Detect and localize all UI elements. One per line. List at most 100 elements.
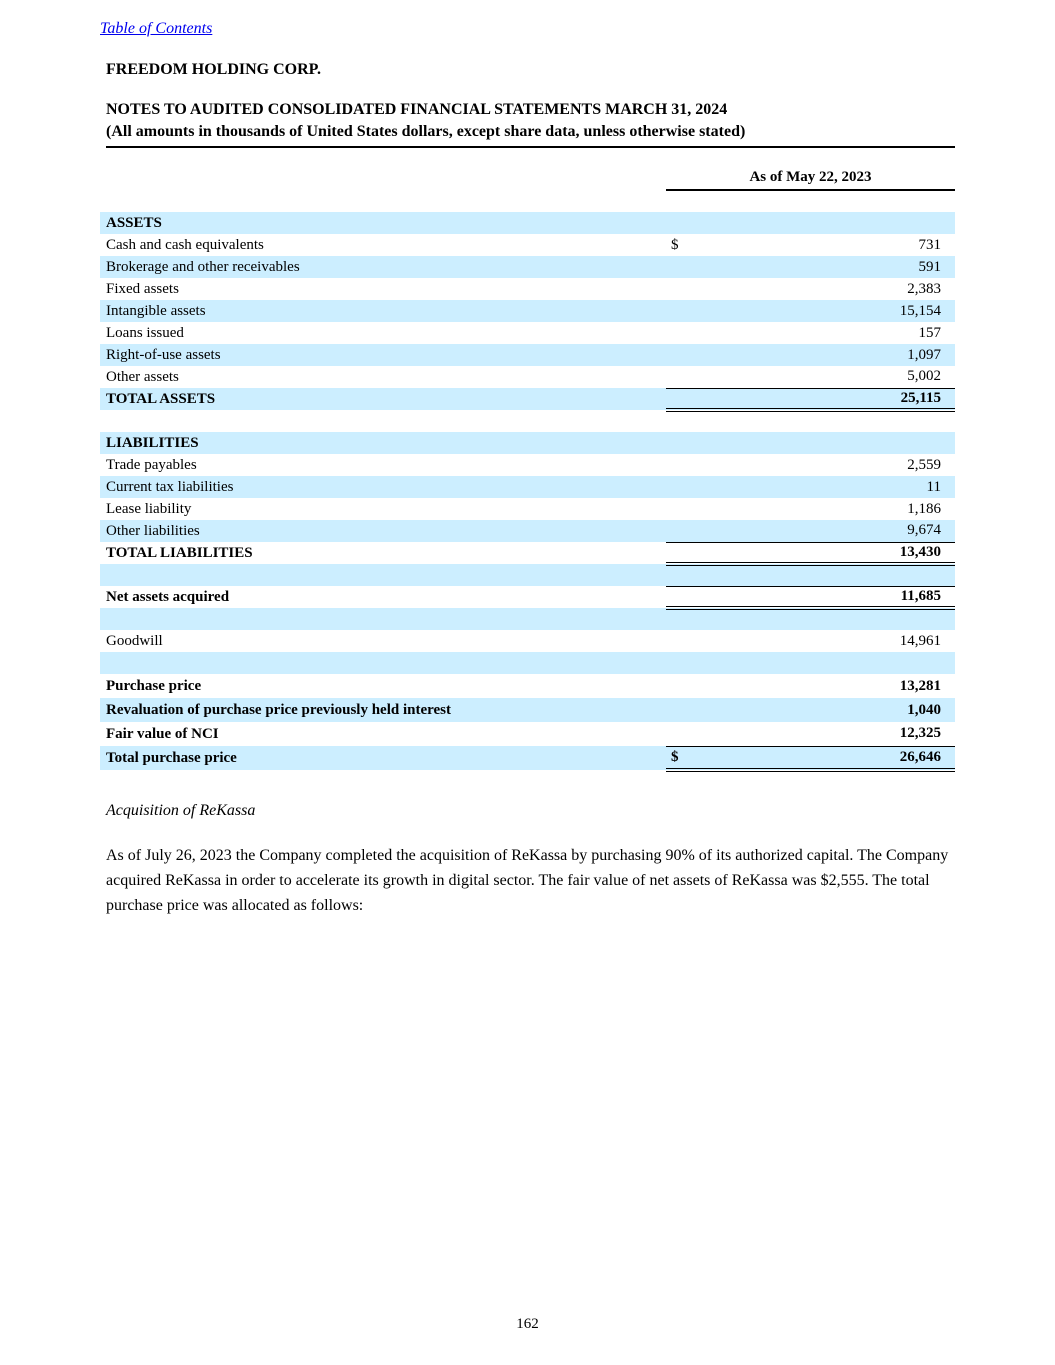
row-trailing-spacer (947, 520, 955, 543)
row-label: LIABILITIES (106, 434, 199, 451)
row-label (100, 410, 955, 432)
row-value: 2,383 (907, 280, 941, 297)
row-label: TOTAL LIABILITIES (106, 544, 253, 561)
table-row: Revaluation of purchase price previously… (100, 698, 955, 722)
row-label: Cash and cash equivalents (106, 236, 264, 253)
table-row: Fixed assets 2,383 (100, 278, 955, 300)
row-trailing-spacer (947, 366, 955, 389)
currency-symbol (666, 674, 690, 698)
table-empty-highlight-row (100, 652, 955, 674)
row-value: 2,559 (907, 456, 941, 473)
row-value: 11,685 (690, 585, 947, 610)
table-row: TOTAL ASSETS 25,115 (100, 388, 955, 412)
financial-table-body: As of May 22, 2023 ASSETS Cash and cash e… (100, 168, 955, 772)
row-trailing-spacer (947, 344, 955, 366)
table-row: Total purchase price $26,646 (100, 746, 955, 772)
row-trailing-spacer (947, 476, 955, 498)
row-trailing-spacer (947, 234, 955, 256)
table-of-contents-link[interactable]: Table of Contents (100, 20, 213, 37)
header-gap-cell (100, 190, 955, 212)
body-paragraph: As of July 26, 2023 the Company complete… (106, 847, 949, 914)
document-title-block: NOTES TO AUDITED CONSOLIDATED FINANCIAL … (106, 99, 955, 148)
purchase-price-allocation-table: As of May 22, 2023 ASSETS Cash and cash e… (100, 168, 955, 772)
row-label: Revaluation of purchase price previously… (106, 701, 451, 718)
row-label: Fixed assets (106, 280, 179, 297)
currency-symbol (666, 698, 690, 722)
row-trailing-spacer (947, 630, 955, 652)
company-name: FREEDOM HOLDING CORP. (106, 61, 321, 78)
table-row: Net assets acquired 11,685 (100, 585, 955, 610)
row-trailing-spacer (947, 278, 955, 300)
row-value: 5,002 (690, 366, 947, 389)
row-trailing-spacer (947, 256, 955, 278)
table-row: Current tax liabilities 11 (100, 476, 955, 498)
row-label: Lease liability (106, 500, 192, 517)
row-label (100, 608, 955, 630)
currency-symbol (666, 722, 690, 747)
row-trailing-spacer (947, 498, 955, 520)
currency-symbol: $ (671, 236, 679, 253)
table-section-header-row: ASSETS (100, 212, 955, 234)
row-value: 14,961 (899, 632, 941, 649)
header-spacer-cell (100, 168, 666, 190)
row-trailing-spacer (947, 746, 955, 772)
row-value: 9,674 (690, 520, 947, 543)
table-row: Lease liability 1,186 (100, 498, 955, 520)
row-label: Current tax liabilities (106, 478, 234, 495)
row-label: Fair value of NCI (106, 725, 219, 742)
row-value: 26,646 (690, 746, 947, 772)
row-value: 157 (918, 324, 942, 341)
page-content: Table of Contents FREEDOM HOLDING CORP. … (100, 0, 955, 918)
currency-symbol (666, 344, 690, 366)
page-number: 162 (516, 1316, 539, 1332)
row-value: 1,186 (907, 500, 941, 517)
table-section-header-row: LIABILITIES (100, 432, 955, 454)
row-value: 13,281 (899, 677, 941, 694)
row-trailing-spacer (947, 674, 955, 698)
header-gap-row (100, 190, 955, 212)
row-label: Loans issued (106, 324, 184, 341)
row-label: Trade payables (106, 456, 197, 473)
row-trailing-spacer (947, 722, 955, 747)
currency-symbol (666, 476, 690, 498)
currency-symbol (666, 630, 690, 652)
section-heading-acquisition-rekassa: Acquisition of ReKassa (106, 802, 256, 819)
table-row: Other liabilities 9,674 (100, 520, 955, 543)
row-value: 13,430 (690, 542, 947, 566)
table-row: Purchase price 13,281 (100, 674, 955, 698)
currency-symbol (666, 520, 690, 543)
row-value: 1,097 (907, 346, 941, 363)
row-value: 591 (918, 258, 942, 275)
table-row: Trade payables 2,559 (100, 454, 955, 476)
table-row: Intangible assets 15,154 (100, 300, 955, 322)
column-header-as-of-date: As of May 22, 2023 (666, 168, 955, 191)
table-row: Cash and cash equivalents $731 (100, 234, 955, 256)
row-value: 15,154 (899, 302, 941, 319)
row-label (100, 564, 955, 586)
row-trailing-spacer (947, 300, 955, 322)
row-value: 25,115 (690, 388, 947, 412)
table-row: Fair value of NCI 12,325 (100, 722, 955, 747)
row-label: Goodwill (106, 632, 163, 649)
currency-symbol (666, 322, 690, 344)
row-label: Purchase price (106, 677, 202, 694)
row-value: 11 (926, 478, 941, 495)
row-label: Right-of-use assets (106, 346, 221, 363)
row-trailing-spacer (947, 454, 955, 476)
row-trailing-spacer (947, 388, 955, 412)
row-label: ASSETS (106, 214, 162, 231)
table-row: Brokerage and other receivables 591 (100, 256, 955, 278)
currency-symbol (666, 498, 690, 520)
row-label: Brokerage and other receivables (106, 258, 300, 275)
currency-symbol (666, 256, 690, 278)
currency-symbol (666, 278, 690, 300)
row-label: Total purchase price (106, 749, 237, 766)
table-empty-highlight-row (100, 608, 955, 630)
currency-symbol (666, 388, 690, 412)
row-label (100, 652, 955, 674)
currency-symbol (666, 542, 690, 566)
currency-symbol (666, 300, 690, 322)
currency-symbol (666, 454, 690, 476)
row-value: 12,325 (690, 722, 947, 747)
row-label: Other liabilities (106, 522, 200, 539)
